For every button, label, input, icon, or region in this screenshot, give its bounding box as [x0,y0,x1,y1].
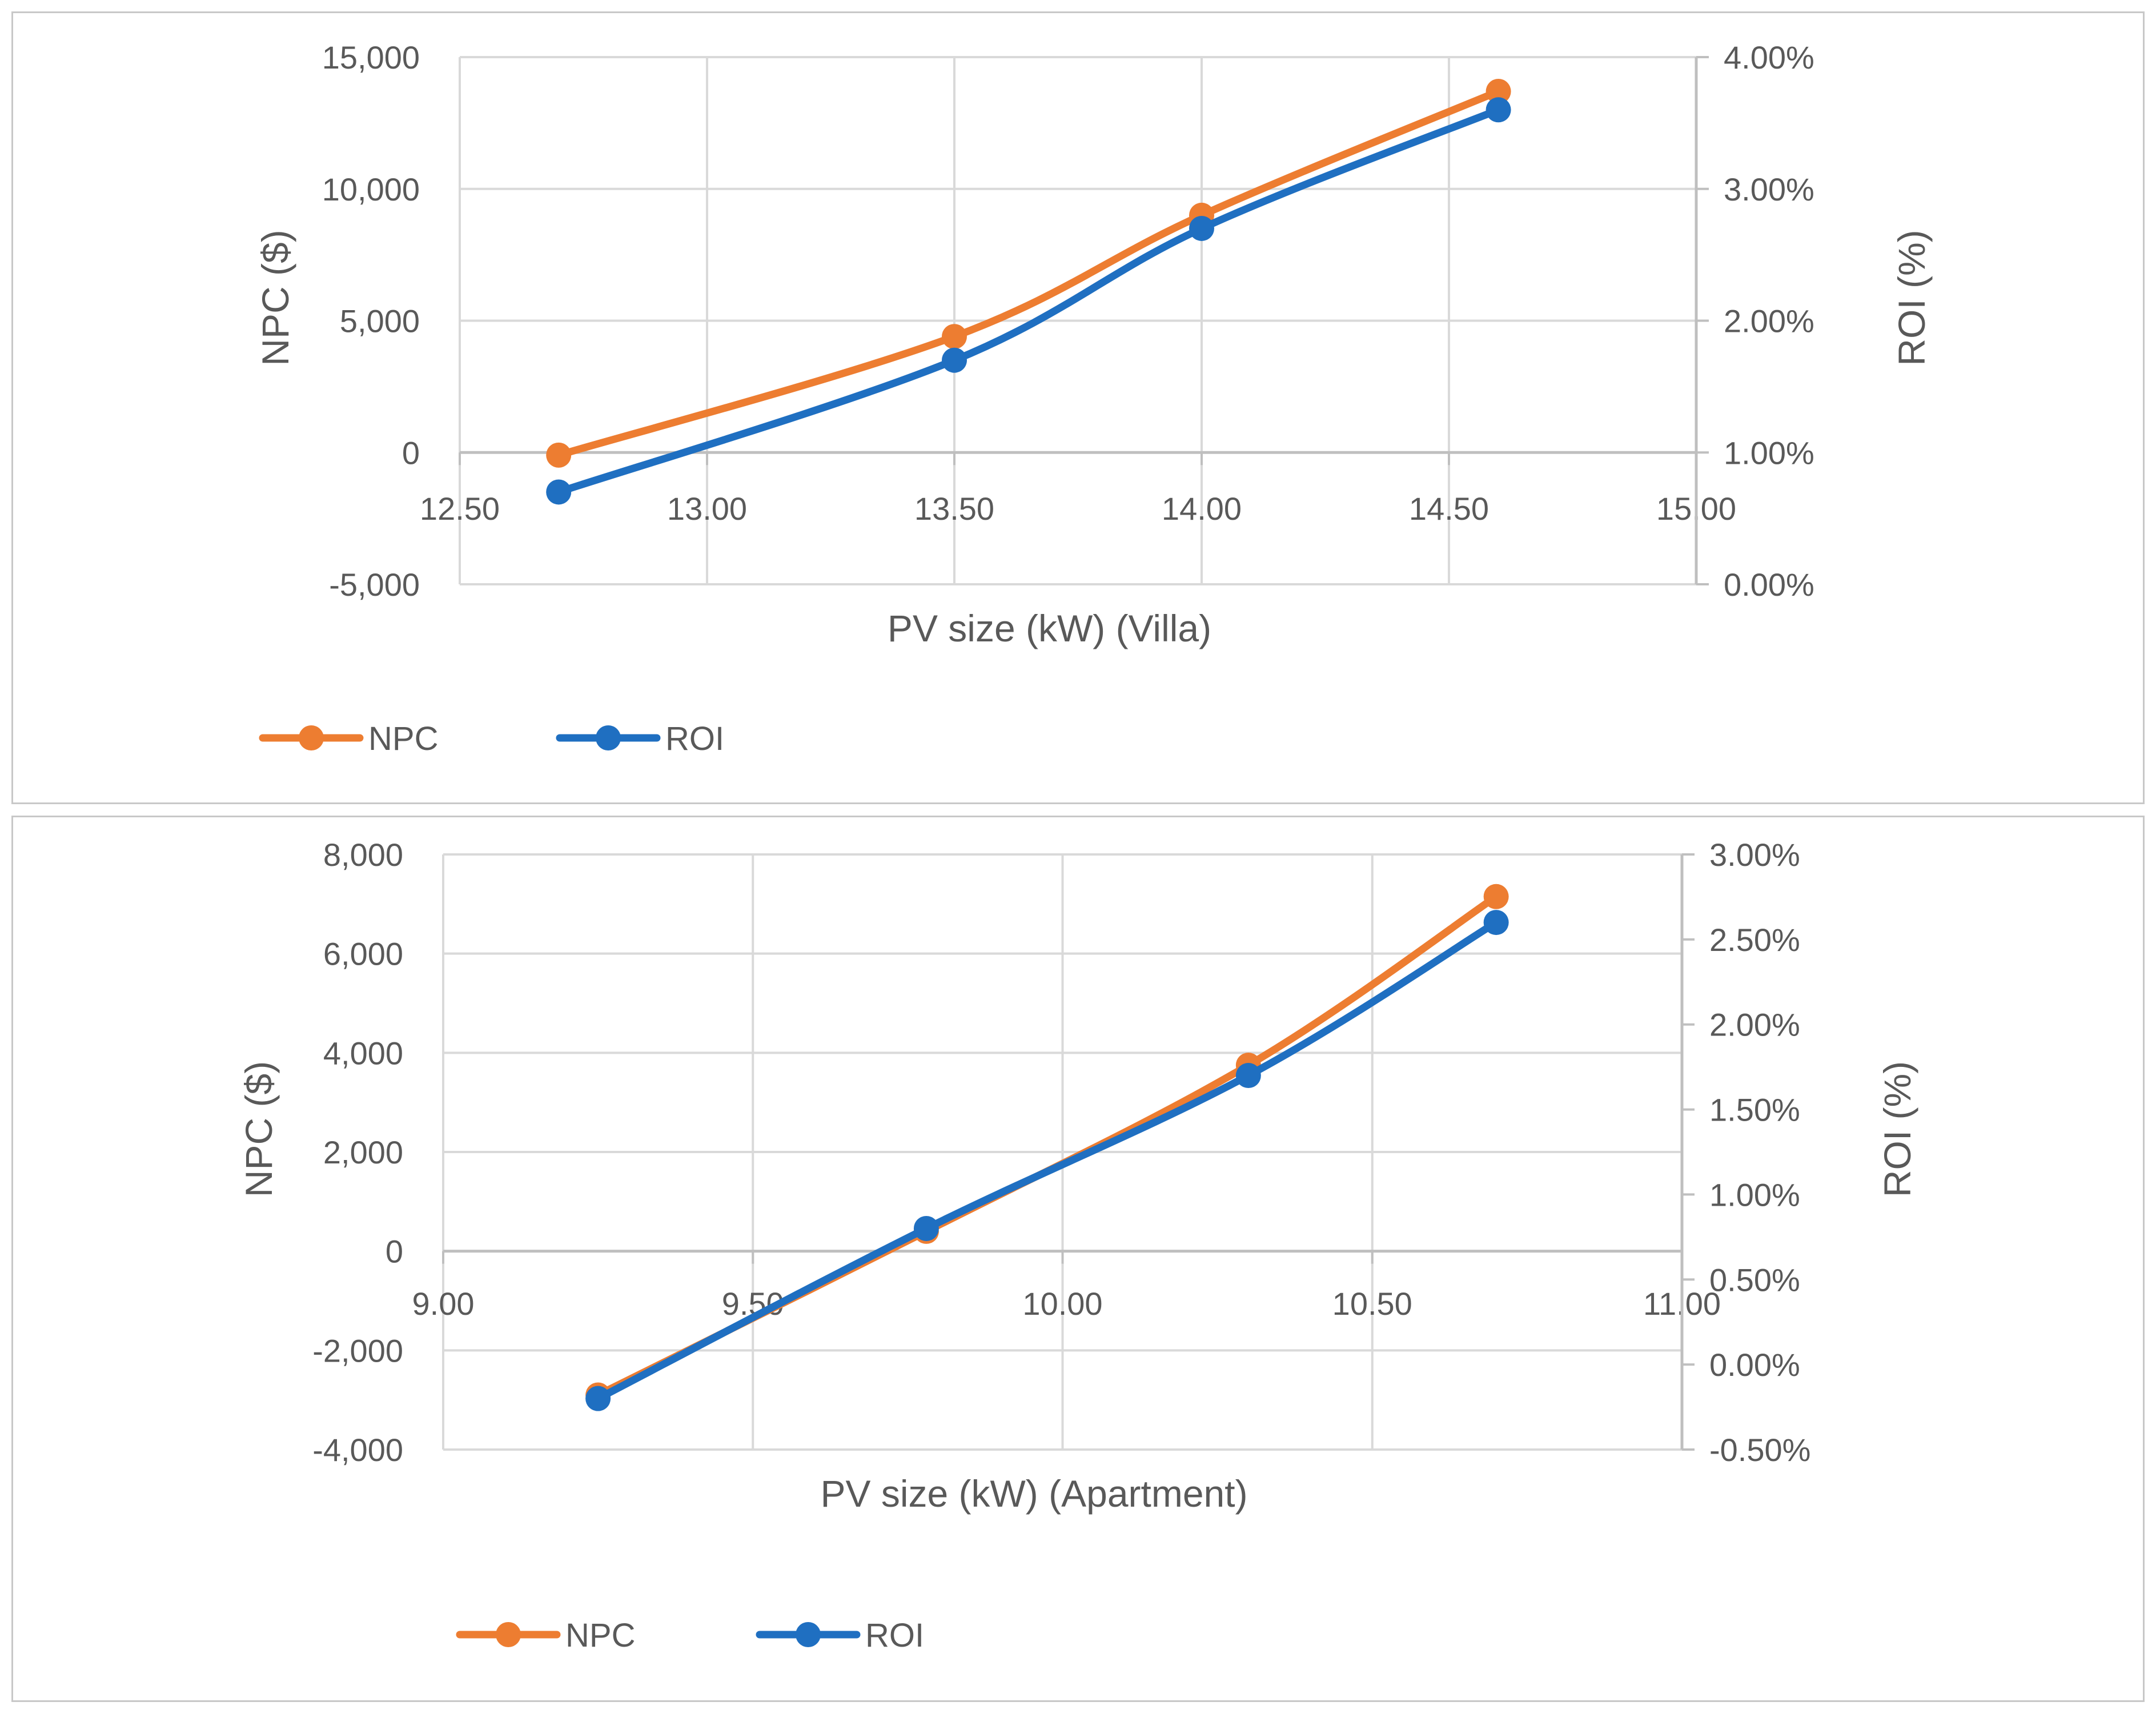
y2-tick-label: 3.00% [1709,837,1800,873]
roi-point [1483,910,1509,936]
y2-tick-label: 4.00% [1724,39,1814,75]
x-tick-label: 14.00 [1162,491,1242,527]
y2-tick-label: 2.00% [1724,303,1814,339]
y-tick-label: 6,000 [323,936,403,972]
villa-chart: 15,000 10,000 5,000 0 -5,000 4.00% 3.00% 2.00% 1… [254,39,1933,757]
x-axis-title: PV size (kW) (Apartment) [820,1472,1247,1515]
legend-label: NPC [565,1617,635,1654]
y2-tick-label: 0.00% [1709,1347,1800,1383]
npc-point [1483,884,1509,909]
x-tick-label: 10.00 [1022,1286,1102,1322]
roi-line [594,918,1500,1403]
y-tick-label: 15,000 [322,39,420,75]
legend-swatch-marker [596,725,621,750]
roi-point [546,479,572,505]
x-tick-label: 10.50 [1332,1286,1412,1322]
legend-roi: ROI [756,1617,924,1654]
x-tick-label: 13.50 [914,491,994,527]
y2-tick-label: 1.50% [1709,1092,1800,1128]
legend-swatch-marker [496,1622,521,1647]
roi-point [1235,1063,1261,1089]
legend-swatch-marker [796,1622,821,1647]
y2-tick-label: 2.00% [1709,1007,1800,1043]
y2-axis-title: ROI (%) [1890,230,1933,366]
villa-chart-panel [11,11,2145,804]
apartment-chart-panel [11,816,2145,1702]
y2-tick-label: -0.50% [1709,1432,1810,1468]
legend-npc: NPC [259,720,438,757]
y-tick-label: -4,000 [312,1432,403,1468]
legend-label: ROI [865,1617,924,1654]
x-axis-title: PV size (kW) (Villa) [888,607,1211,649]
y-tick-label: 0 [402,435,420,471]
x-tick-label: 9.00 [412,1286,475,1322]
y-tick-label: 10,000 [322,171,420,207]
legend-roi: ROI [556,720,724,757]
y2-axis-title: ROI (%) [1876,1061,1918,1197]
y2-tick-label: 2.50% [1709,922,1800,958]
roi-point [1189,215,1214,241]
legend-npc: NPC [456,1617,635,1654]
roi-point [942,347,967,373]
y-tick-label: 0 [386,1234,403,1270]
y-axis-title: NPC ($) [254,230,296,366]
y2-tick-label: 0.50% [1709,1262,1800,1298]
x-tick-label: 13.00 [667,491,747,527]
y2-tick-label: 1.00% [1724,435,1814,471]
npc-point [1485,78,1511,104]
y-tick-label: -2,000 [312,1332,403,1368]
x-tick-label: 14.50 [1409,491,1489,527]
roi-point [913,1215,939,1241]
roi-point [585,1386,611,1411]
apartment-chart: 8,000 6,000 4,000 2,000 0 -2,000 -4,000 3.00% 2.… [238,837,1918,1654]
roi-line [555,106,1503,496]
npc-point [546,442,572,468]
y2-tick-label: 1.00% [1709,1177,1800,1213]
y-tick-label: 4,000 [323,1035,403,1071]
legend-label: ROI [665,720,724,757]
y-tick-label: 2,000 [323,1134,403,1170]
y2-tick-label: 3.00% [1724,171,1814,207]
series-roi [546,97,1511,505]
legend-label: NPC [368,720,438,757]
y-tick-label: 5,000 [340,303,420,339]
npc-line [555,87,1503,459]
y-axis-title: NPC ($) [238,1061,280,1197]
y-tick-label: -5,000 [329,567,420,603]
y-tick-label: 8,000 [323,837,403,873]
series-npc [546,78,1511,468]
roi-point [1485,97,1511,123]
npc-point [942,324,967,350]
legend-swatch-marker [299,725,324,750]
x-tick-label: 12.50 [420,491,500,527]
y2-tick-label: 0.00% [1724,567,1814,603]
series-roi [585,910,1509,1411]
